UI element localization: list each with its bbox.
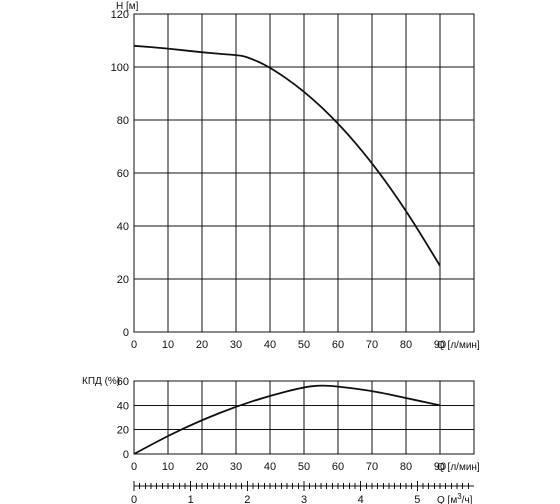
efficiency-chart-x-tick-label-70: 70 xyxy=(366,461,378,473)
efficiency-chart-y-tick-label-20: 20 xyxy=(117,425,129,437)
flow-m3h-tick-label-5: 5 xyxy=(414,494,420,504)
efficiency-chart-x-tick-label-0: 0 xyxy=(131,461,137,473)
efficiency-chart-plot-frame xyxy=(133,380,475,455)
head-chart-x-tick-label-40: 40 xyxy=(264,339,276,351)
efficiency-chart-y-tick-label-40: 40 xyxy=(117,400,129,412)
head-chart-x-tick-label-0: 0 xyxy=(131,339,137,351)
head-chart-x-tick-label-60: 60 xyxy=(332,339,344,351)
head-chart-x-axis-title: Q [л/мин] xyxy=(437,340,480,351)
flow-m3h-tick-label-2: 2 xyxy=(244,494,250,504)
efficiency-chart-x-axis-title: Q [л/мин] xyxy=(437,462,480,473)
efficiency-chart-x-tick-label-60: 60 xyxy=(332,461,344,473)
head-chart-y-tick-label-60: 60 xyxy=(117,168,129,180)
efficiency-chart-x-tick-label-90: 90 xyxy=(434,461,446,473)
head-chart-y-tick-label-40: 40 xyxy=(117,221,129,233)
head-chart-y-tick-label-20: 20 xyxy=(117,274,129,286)
head-chart-x-tick-label-80: 80 xyxy=(400,339,412,351)
flow-m3h-tick-label-4: 4 xyxy=(358,494,364,504)
head-chart-x-tick-label-70: 70 xyxy=(366,339,378,351)
efficiency-chart-curve xyxy=(133,384,441,455)
head-chart-x-tick-label-90: 90 xyxy=(434,339,446,351)
flow-m3h-axis-title: Q [м3/ч] xyxy=(437,492,473,504)
efficiency-chart-x-tick-label-80: 80 xyxy=(400,461,412,473)
efficiency-chart-x-tick-label-40: 40 xyxy=(264,461,276,473)
head-chart-x-tick-label-50: 50 xyxy=(298,339,310,351)
efficiency-chart-x-tick-label-20: 20 xyxy=(196,461,208,473)
head-chart-y-tick-label-100: 100 xyxy=(111,62,129,74)
head-chart-x-tick-label-30: 30 xyxy=(230,339,242,351)
efficiency-chart-y-tick-label-0: 0 xyxy=(123,449,129,461)
head-chart-y-tick-label-0: 0 xyxy=(123,327,129,339)
head-chart-x-tick-label-20: 20 xyxy=(196,339,208,351)
head-chart-y-axis-title: H [м] xyxy=(116,1,139,12)
efficiency-chart-x-tick-label-10: 10 xyxy=(162,461,174,473)
flow-m3h-tick-label-3: 3 xyxy=(301,494,307,504)
head-chart-plot-frame xyxy=(133,13,475,333)
efficiency-chart-y-axis-title: КПД (%) xyxy=(82,376,120,387)
superscript-3: 3 xyxy=(457,492,462,501)
head-chart-y-tick-label-80: 80 xyxy=(117,115,129,127)
head-chart-x-tick-label-10: 10 xyxy=(162,339,174,351)
flow-m3h-tick-label-0: 0 xyxy=(131,494,137,504)
efficiency-chart-x-tick-label-30: 30 xyxy=(230,461,242,473)
head-chart-curve xyxy=(133,44,441,267)
efficiency-chart-x-tick-label-50: 50 xyxy=(298,461,310,473)
head-chart-y-tick-label-120: 120 xyxy=(111,9,129,21)
efficiency-chart-y-tick-label-60: 60 xyxy=(117,376,129,388)
flow-m3h-tick-label-1: 1 xyxy=(188,494,194,504)
